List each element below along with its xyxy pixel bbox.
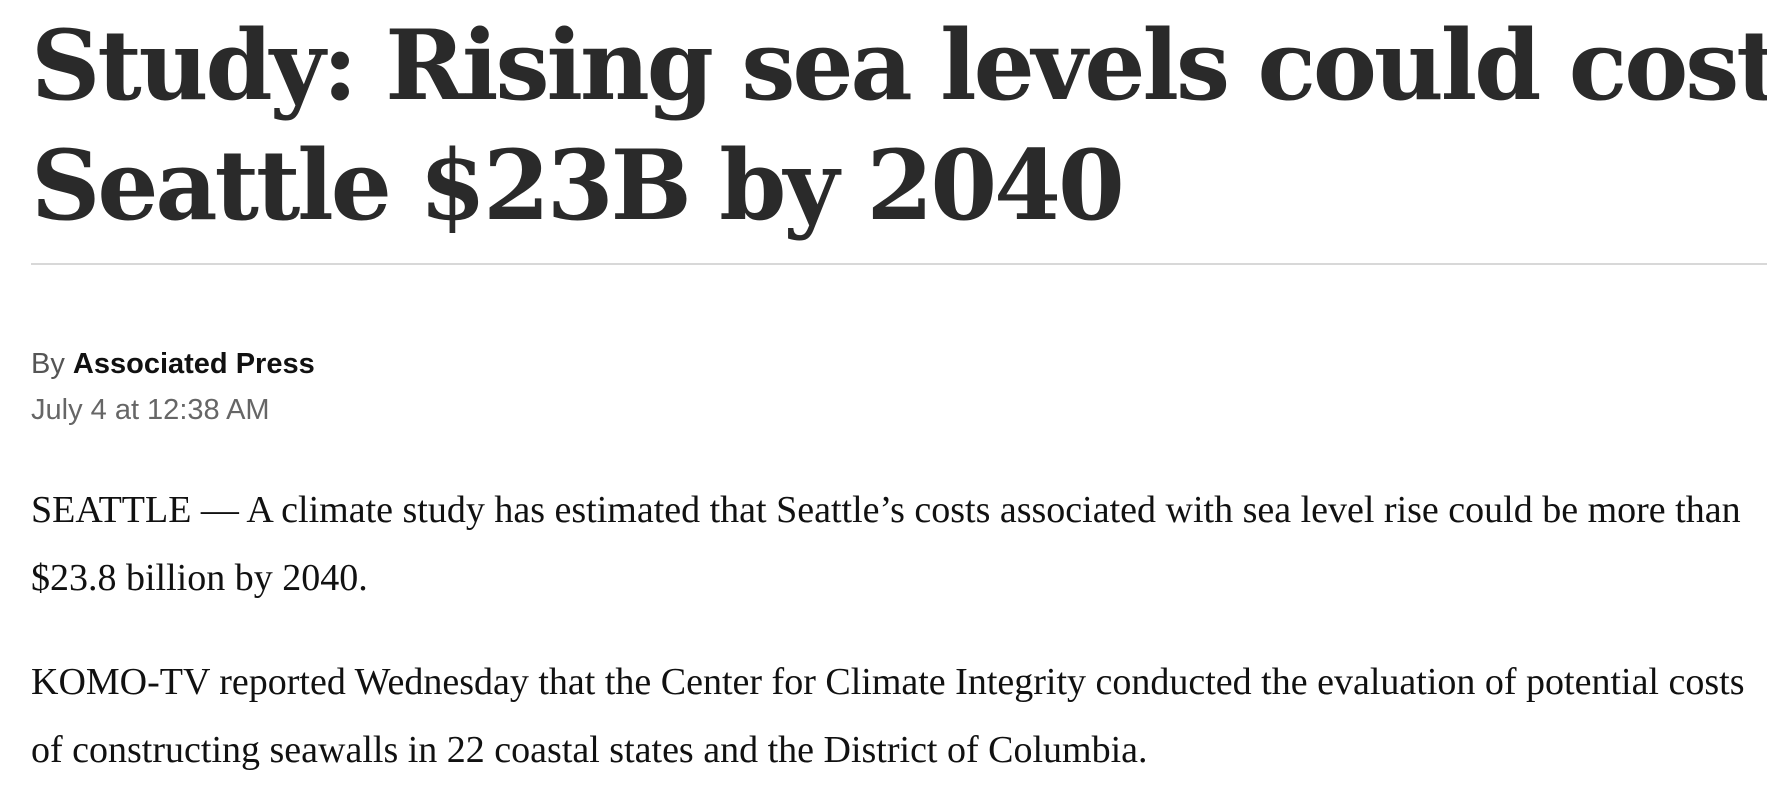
publish-date: July 4 at 12:38 AM (31, 394, 270, 426)
article-paragraph: SEATTLE — A climate study has estimated … (31, 489, 1741, 599)
headline: Study: Rising sea levels could cost Seat… (31, 0, 1767, 246)
article: Study: Rising sea levels could cost Seat… (31, 0, 1767, 771)
article-paragraph: KOMO-TV reported Wednesday that the Cent… (31, 661, 1745, 771)
headline-line-1: Study: Rising sea levels could cost (31, 9, 1767, 122)
byline-prefix: By (31, 348, 65, 380)
headline-line-2: Seattle $23B by 2040 (31, 129, 1125, 242)
headline-divider (31, 263, 1767, 265)
author-link[interactable]: Associated Press (72, 348, 315, 380)
byline: By Associated Press (31, 346, 315, 382)
